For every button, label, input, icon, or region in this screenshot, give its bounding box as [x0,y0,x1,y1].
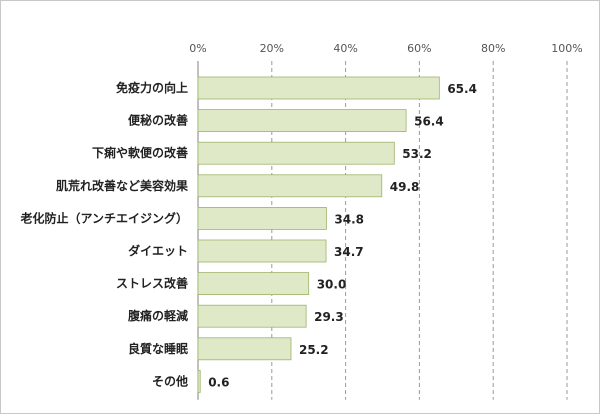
bar [197,76,440,100]
x-tick-label: 40% [333,42,357,55]
data-label: 29.3 [314,310,344,324]
x-tick-label: 100% [551,42,582,55]
data-label: 34.7 [334,245,364,259]
category-label: ストレス改善 [116,276,188,291]
data-label: 34.8 [334,212,364,226]
data-label: 56.4 [414,115,444,129]
x-tick-label: 80% [481,42,505,55]
data-label: 25.2 [299,343,329,357]
bar [197,369,201,393]
data-label: 30.0 [317,278,347,292]
category-label: 下痢や軟便の改善 [92,145,188,160]
bar [197,337,292,361]
category-label: 肌荒れ改善など美容効果 [55,178,188,193]
x-tick-label: 0% [189,42,206,55]
category-label: 老化防止（アンチエイジング） [20,210,188,225]
bar [197,304,307,328]
bar [197,141,395,165]
category-label: ダイエット [128,243,188,258]
bar [197,239,327,263]
bar [197,174,383,198]
category-label: 良質な睡眠 [128,341,188,356]
category-label: 免疫力の向上 [116,80,188,95]
data-label: 65.4 [447,82,477,96]
category-label: 腹痛の軽減 [128,308,188,323]
x-tick-label: 20% [260,42,284,55]
category-label: 便秘の改善 [128,113,188,128]
category-label: その他 [152,373,188,388]
bar [197,272,310,296]
data-label: 53.2 [402,147,432,161]
bar [197,109,407,132]
x-tick-label: 60% [407,42,431,55]
bar [197,206,327,230]
data-label: 0.6 [208,375,229,389]
data-label: 49.8 [390,180,420,194]
